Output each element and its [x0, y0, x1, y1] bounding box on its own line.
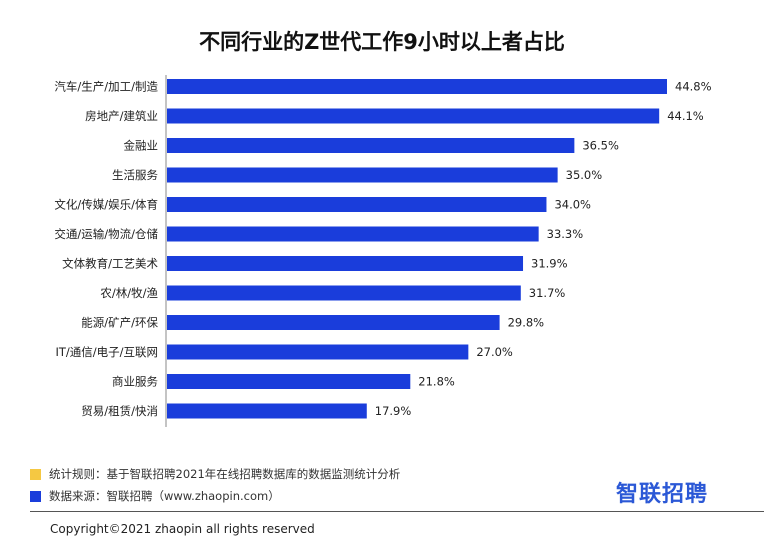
category-label: 能源/矿产/环保	[81, 316, 158, 330]
category-label: 汽车/生产/加工/制造	[54, 80, 158, 94]
value-label: 36.5%	[582, 139, 619, 153]
category-label: 农/林/牧/渔	[100, 286, 158, 300]
value-label: 21.8%	[418, 375, 455, 389]
bar	[167, 256, 524, 271]
note-data-source-text: 数据来源：智联招聘（www.zhaopin.com）	[49, 489, 280, 503]
value-label: 29.8%	[508, 316, 545, 330]
bar	[167, 108, 660, 124]
value-label: 17.9%	[375, 404, 412, 418]
chart-title: 不同行业的Z世代工作9小时以上者占比	[199, 30, 565, 54]
yellow-square-icon	[30, 468, 41, 480]
note-stat-rule-text: 统计规则：基于智联招聘2021年在线招聘数据库的数据监测统计分析	[49, 467, 401, 481]
divider	[30, 511, 764, 512]
bar	[167, 167, 558, 183]
category-label: 商业服务	[112, 375, 158, 389]
zhaopin-logo: 智联招聘	[616, 482, 709, 507]
category-label: 文化/传媒/娱乐/体育	[54, 198, 158, 212]
copyright: Copyright©2021 zhaopin all rights reserv…	[50, 522, 315, 536]
value-label: 35.0%	[566, 168, 603, 182]
category-label: 文体教育/工艺美术	[62, 257, 158, 271]
bar-chart: 汽车/生产/加工/制造 44.8% 房地产/建筑业 44.1% 金融业 36.5% 生活服务…	[54, 75, 712, 427]
bar	[167, 79, 667, 94]
value-label: 31.9%	[531, 257, 568, 271]
bar	[167, 285, 521, 301]
bar	[167, 226, 539, 242]
value-label: 33.3%	[547, 227, 584, 241]
category-label: 交通/运输/物流/仓储	[54, 227, 158, 241]
bar	[167, 374, 411, 389]
note-stat-rule: 统计规则：基于智联招聘2021年在线招聘数据库的数据监测统计分析	[30, 463, 400, 485]
value-label: 44.8%	[675, 80, 712, 94]
category-label: 房地产/建筑业	[85, 109, 158, 123]
bar	[167, 403, 367, 419]
notes: 统计规则：基于智联招聘2021年在线招聘数据库的数据监测统计分析 数据来源：智联…	[30, 463, 400, 507]
bar	[167, 138, 575, 153]
category-label: IT/通信/电子/互联网	[55, 345, 158, 359]
bar	[167, 315, 500, 330]
bar	[167, 344, 469, 360]
value-label: 27.0%	[476, 345, 513, 359]
category-label: 贸易/租赁/快消	[81, 404, 158, 418]
bar	[167, 197, 547, 212]
value-label: 31.7%	[529, 286, 566, 300]
value-label: 44.1%	[667, 109, 704, 123]
category-label: 金融业	[124, 139, 159, 153]
blue-square-icon	[30, 490, 41, 502]
note-data-source: 数据来源：智联招聘（www.zhaopin.com）	[30, 485, 400, 507]
category-label: 生活服务	[112, 168, 158, 182]
value-label: 34.0%	[554, 198, 591, 212]
